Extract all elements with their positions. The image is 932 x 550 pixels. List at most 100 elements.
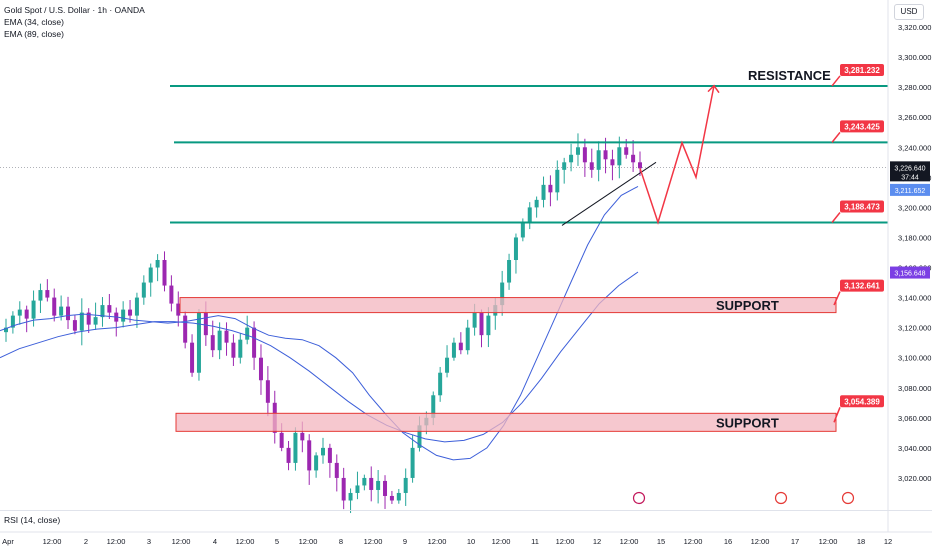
x-tick-label: 12:00 [620, 537, 639, 546]
pane-divider[interactable] [0, 510, 932, 511]
ema-lines [0, 185, 639, 461]
price-axis-badge [890, 183, 930, 196]
x-tick-label: 18 [857, 537, 865, 546]
y-tick-label: 3,120.000 [898, 324, 931, 333]
candle-body [252, 327, 257, 358]
candle-body [327, 447, 332, 463]
x-tick-label: 12:00 [236, 537, 255, 546]
ema89-label: EMA (89, close) [4, 29, 64, 39]
x-tick-label: 4 [213, 537, 217, 546]
x-tick-label: 12:00 [43, 537, 62, 546]
y-tick-label: 3,060.000 [898, 414, 931, 423]
y-tick-label: 3,180.000 [898, 233, 931, 242]
candle-body [548, 184, 553, 193]
projection-overlays [561, 84, 720, 226]
rsi-label: RSI (14, close) [4, 515, 61, 525]
candle-body [610, 159, 615, 166]
x-tick-label: 12:00 [819, 537, 838, 546]
x-tick-label: 12:00 [364, 537, 383, 546]
candle-body [121, 309, 126, 322]
x-tick-label: 17 [791, 537, 799, 546]
candle-body [438, 372, 443, 396]
zone-tag-pointer [833, 407, 841, 423]
x-tick-label: 12 [884, 537, 892, 546]
price-axis-badge [890, 161, 930, 182]
time-axis-bg [0, 532, 932, 550]
y-tick-label: 3,300.000 [898, 53, 931, 62]
candle-body [362, 477, 367, 486]
price-axis: 3,320.000 3,300.000 3,280.000 3,260.000 3,24… [887, 0, 932, 532]
level-price-tag [840, 200, 884, 213]
candle-body [603, 150, 608, 160]
candle-body [107, 305, 112, 313]
x-tick-label: Apr [2, 537, 14, 546]
candle-body [183, 315, 188, 343]
candle-body [389, 495, 394, 501]
zone-price-tag [840, 395, 884, 408]
x-tick-label: 12:00 [684, 537, 703, 546]
projection-arrowhead [707, 84, 720, 94]
zone-price-text: 3,054.389 [844, 397, 880, 406]
candle-body [231, 342, 236, 358]
currency-selector[interactable]: USD [894, 4, 924, 20]
x-tick-label: 3 [147, 537, 151, 546]
candle-body [86, 312, 91, 325]
candle-body [190, 342, 195, 373]
candle-body [596, 150, 601, 170]
price-axis-badge [890, 266, 930, 279]
ema34-line [0, 185, 639, 461]
support-zone [175, 412, 837, 432]
candle-body [307, 440, 312, 471]
candle-body [638, 162, 642, 169]
candle-body [217, 330, 222, 351]
candle-body [314, 455, 319, 471]
y-tick-label: 3,020.000 [898, 474, 931, 483]
candle-body [210, 335, 215, 351]
candle-body [31, 300, 36, 319]
us-flag-event-icon [774, 491, 788, 505]
x-tick-label: 8 [339, 537, 343, 546]
candle-body [93, 317, 98, 325]
y-tick-label: 3,140.000 [898, 294, 931, 303]
candle-body [59, 306, 64, 316]
lightning-event-icon [632, 491, 646, 505]
candle-body [479, 312, 484, 336]
support-label: SUPPORT [716, 415, 779, 430]
candle-body [72, 320, 77, 331]
candles [4, 133, 642, 514]
candle-body [300, 432, 305, 441]
candle-body [555, 169, 560, 193]
level-price-text: 3,281.232 [844, 66, 880, 75]
chart-legend: Gold Spot / U.S. Dollar · 1h · OANDA EMA… [4, 4, 145, 40]
candle-body [4, 327, 8, 333]
candle-body [100, 305, 105, 318]
candle-body [321, 447, 325, 456]
candle-body [176, 303, 181, 316]
resistance-label: RESISTANCE [748, 68, 831, 83]
candle-body [513, 237, 518, 260]
x-tick-label: 12:00 [751, 537, 770, 546]
symbol-title: Gold Spot / U.S. Dollar · 1h · OANDA [4, 5, 145, 15]
level-price-tag [840, 63, 884, 76]
candle-body [445, 357, 450, 373]
candle-body [52, 297, 57, 316]
price-axis-badge-text: 3,226.640 [894, 165, 925, 172]
candle-body [169, 285, 174, 304]
x-tick-label: 10 [467, 537, 475, 546]
candle-body [134, 297, 139, 316]
y-tick-label: 3,260.000 [898, 113, 931, 122]
x-tick-label: 9 [403, 537, 407, 546]
candle-body [383, 480, 388, 496]
candle-body [196, 312, 201, 373]
candle-body [45, 290, 50, 298]
y-tick-label: 3,240.000 [898, 143, 931, 152]
candle-body [341, 477, 346, 501]
candle-body [224, 330, 229, 343]
candle-body [582, 147, 587, 163]
candle-body [403, 477, 408, 493]
candle-body [472, 312, 477, 328]
candle-body [66, 306, 71, 321]
support-label: SUPPORT [716, 298, 779, 313]
candle-body [507, 260, 512, 283]
